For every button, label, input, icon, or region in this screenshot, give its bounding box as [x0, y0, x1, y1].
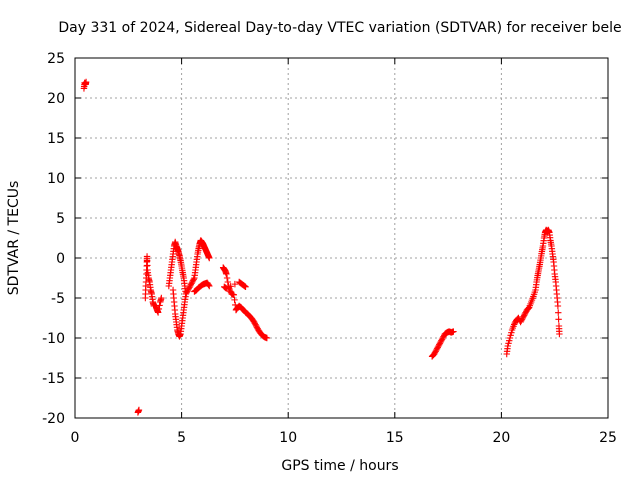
- data-point: [223, 270, 230, 278]
- y-tick-label: -15: [42, 371, 65, 387]
- x-tick-label: 10: [279, 430, 297, 446]
- data-point: [555, 309, 562, 316]
- data-point-layer: [80, 78, 563, 416]
- data-point: [263, 334, 271, 342]
- y-tick-label: -10: [42, 331, 65, 347]
- data-point: [190, 276, 197, 283]
- data-point: [223, 274, 231, 282]
- data-point: [158, 294, 165, 302]
- x-tick-label: 20: [492, 430, 510, 446]
- y-tick-label: 15: [47, 131, 65, 147]
- x-tick-label: 5: [177, 430, 186, 446]
- tick-layer: 0 5 10 15 20 25 -20 -15 -10 -5 0 5 10 15 20 25: [42, 51, 617, 446]
- y-tick-label: 10: [47, 171, 65, 187]
- x-tick-label: 15: [386, 430, 404, 446]
- data-point: [224, 278, 231, 286]
- data-point: [154, 309, 162, 316]
- data-point: [206, 254, 213, 262]
- chart-title: Day 331 of 2024, Sidereal Day-to-day VTE…: [58, 20, 621, 36]
- data-point: [206, 282, 213, 290]
- y-tick-label: -20: [42, 411, 65, 427]
- x-axis-label: GPS time / hours: [281, 458, 398, 474]
- plot-frame: [74, 57, 609, 419]
- data-point: [135, 406, 143, 414]
- y-tick-label: -5: [51, 291, 65, 307]
- data-point: [450, 328, 457, 335]
- y-tick-label: 25: [47, 51, 65, 67]
- x-tick-label: 25: [599, 430, 617, 446]
- data-point: [205, 281, 212, 289]
- data-point: [155, 305, 163, 313]
- data-point: [223, 285, 230, 292]
- grid-layer: [75, 58, 608, 418]
- data-point: [231, 280, 239, 288]
- data-point: [227, 283, 234, 290]
- y-tick-label: 0: [56, 251, 65, 267]
- data-point: [230, 291, 238, 298]
- x-tick-label: 0: [71, 430, 80, 446]
- y-tick-label: 20: [47, 91, 65, 107]
- data-point: [556, 330, 563, 338]
- data-point: [554, 302, 562, 310]
- y-axis-label: SDTVAR / TECUs: [6, 181, 22, 296]
- data-point: [231, 296, 238, 304]
- data-point: [156, 302, 163, 309]
- data-point: [82, 78, 90, 86]
- data-point: [555, 316, 562, 323]
- y-tick-label: 5: [56, 211, 65, 227]
- data-point: [242, 283, 249, 290]
